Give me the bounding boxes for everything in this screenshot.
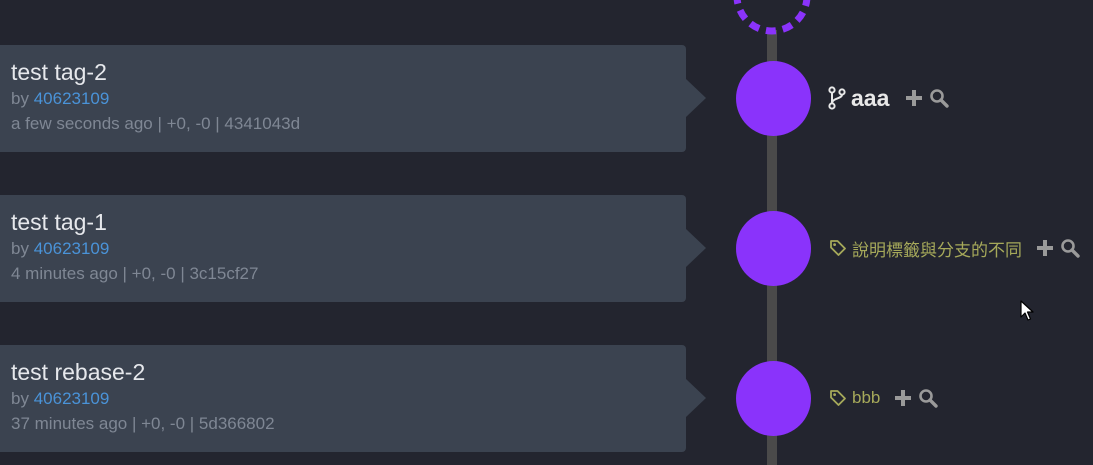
commit-card[interactable]: test tag-1 by 40623109 4 minutes ago | +… [0,195,706,302]
branch-label[interactable]: aaa [851,84,890,111]
by-prefix: by [11,239,29,258]
plus-icon[interactable] [905,89,923,107]
author-link[interactable]: 40623109 [33,239,110,258]
commit-node[interactable] [736,211,811,286]
tag-label[interactable]: 說明標籤與分支的不同 [852,240,1022,260]
by-prefix: by [11,89,29,108]
tag-icon [829,239,847,257]
commit-meta: 4 minutes ago | +0, -0 | 3c15cf27 [11,264,259,283]
commit-author-line: by 40623109 [11,236,675,261]
plus-icon[interactable] [1036,239,1054,257]
search-icon[interactable] [929,88,950,108]
tag-ref: bbb [829,385,939,411]
tag-label[interactable]: bbb [852,388,881,407]
commit-card[interactable]: test tag-2 by 40623109 a few seconds ago… [0,45,706,152]
branch-icon [828,86,846,110]
commit-title: test tag-2 [11,59,107,85]
search-icon[interactable] [1060,238,1080,258]
by-prefix: by [11,389,29,408]
commit-title: test rebase-2 [11,359,146,385]
commit-card[interactable]: test rebase-2 by 40623109 37 minutes ago… [0,345,706,452]
tag-ref: 說明標籤與分支的不同 [829,235,1080,261]
plus-icon[interactable] [894,389,912,407]
author-link[interactable]: 40623109 [33,389,110,408]
search-icon[interactable] [918,388,939,408]
commit-author-line: by 40623109 [11,86,675,111]
pending-commit-node [733,0,811,35]
mouse-cursor-icon [1020,300,1034,321]
commit-meta: a few seconds ago | +0, -0 | 4341043d [11,114,301,133]
commit-meta: 37 minutes ago | +0, -0 | 5d366802 [11,414,275,433]
author-link[interactable]: 40623109 [33,89,110,108]
commit-title: test tag-1 [11,209,107,235]
commit-node[interactable] [736,61,811,136]
tag-icon [829,389,847,407]
commit-author-line: by 40623109 [11,386,675,411]
commit-node[interactable] [736,361,811,436]
branch-ref: aaa [828,84,950,112]
